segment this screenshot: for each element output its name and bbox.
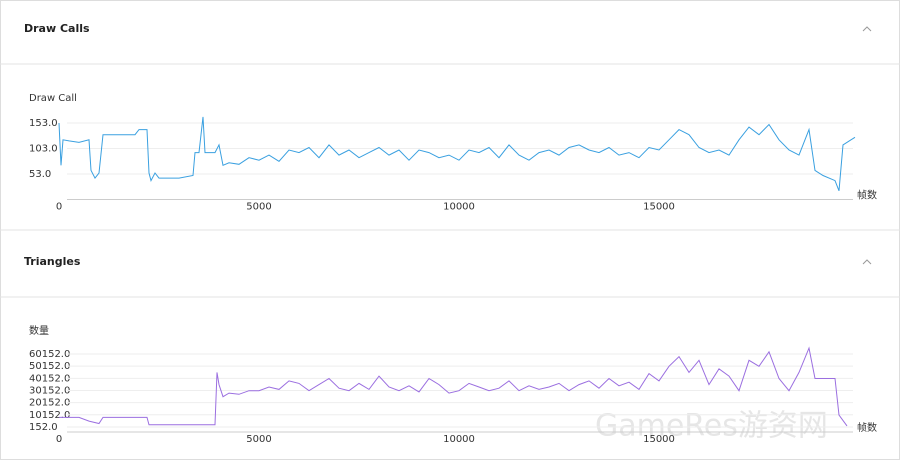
data-line	[58, 116, 856, 191]
y-tick-label: 40152.0	[29, 373, 70, 384]
watermark: GameRes游资网	[595, 409, 828, 444]
y-tick-label: 20152.0	[29, 398, 70, 409]
y-tick-label: 10152.0	[29, 410, 70, 421]
x-tick-label: 5000	[246, 434, 271, 445]
panel-title: Draw Calls	[24, 22, 90, 35]
y-axis-label: Draw Call	[29, 93, 77, 104]
x-tick-label: 0	[56, 434, 62, 445]
x-tick-label: 10000	[443, 202, 475, 213]
x-axis-label: 帧数	[857, 189, 877, 202]
collapse-icon[interactable]	[862, 26, 872, 32]
y-tick-label: 53.0	[29, 169, 51, 180]
x-tick-label: 15000	[643, 434, 675, 445]
collapse-icon[interactable]	[862, 259, 872, 265]
x-tick-label: 10000	[443, 434, 475, 445]
y-tick-label: 103.0	[29, 144, 58, 155]
y-tick-label: 50152.0	[29, 361, 70, 372]
x-tick-label: 15000	[643, 202, 675, 213]
x-axis-label: 帧数	[857, 421, 877, 434]
y-tick-label: 30152.0	[29, 385, 70, 396]
y-tick-label: 60152.0	[29, 349, 70, 360]
y-tick-label: 153.0	[29, 118, 58, 129]
panel-title: Triangles	[24, 255, 81, 268]
data-line	[59, 346, 848, 427]
y-tick-label: 152.0	[29, 422, 58, 433]
x-tick-label: 0	[56, 202, 62, 213]
y-axis-label: 数量	[29, 324, 49, 337]
x-tick-label: 5000	[246, 202, 271, 213]
